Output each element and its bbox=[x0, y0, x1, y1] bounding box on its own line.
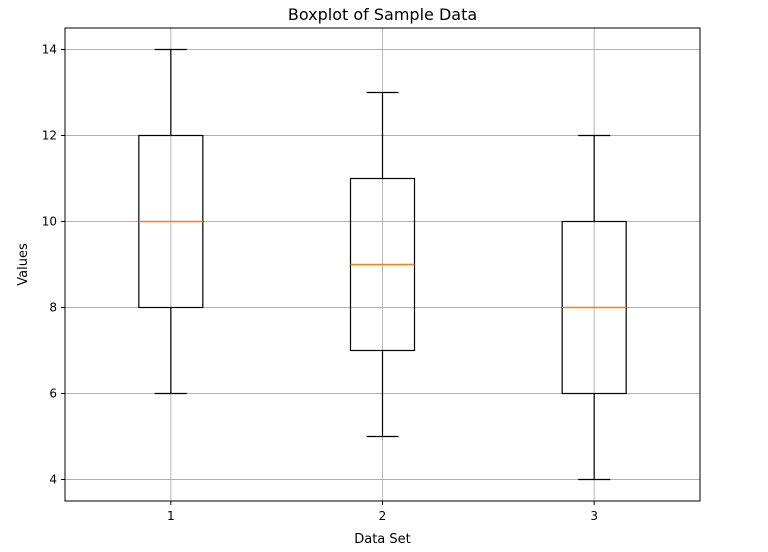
x-tick-label: 3 bbox=[590, 509, 598, 523]
y-axis-label: Values bbox=[16, 243, 31, 286]
box-1 bbox=[138, 48, 204, 395]
y-tick-label: 10 bbox=[42, 215, 57, 229]
chart-title: Boxplot of Sample Data bbox=[288, 5, 477, 24]
y-tick-label: 6 bbox=[49, 387, 57, 401]
x-axis-label: Data Set bbox=[354, 532, 411, 547]
y-tick-label: 8 bbox=[49, 301, 57, 315]
box-3 bbox=[561, 134, 627, 481]
x-tick-label: 1 bbox=[167, 509, 175, 523]
y-tick-label: 4 bbox=[49, 473, 57, 487]
y-tick-label: 14 bbox=[42, 43, 57, 57]
box-2 bbox=[349, 91, 416, 438]
x-tick-label: 2 bbox=[379, 509, 387, 523]
y-tick-label: 12 bbox=[42, 129, 57, 143]
boxes-layer bbox=[138, 48, 627, 481]
